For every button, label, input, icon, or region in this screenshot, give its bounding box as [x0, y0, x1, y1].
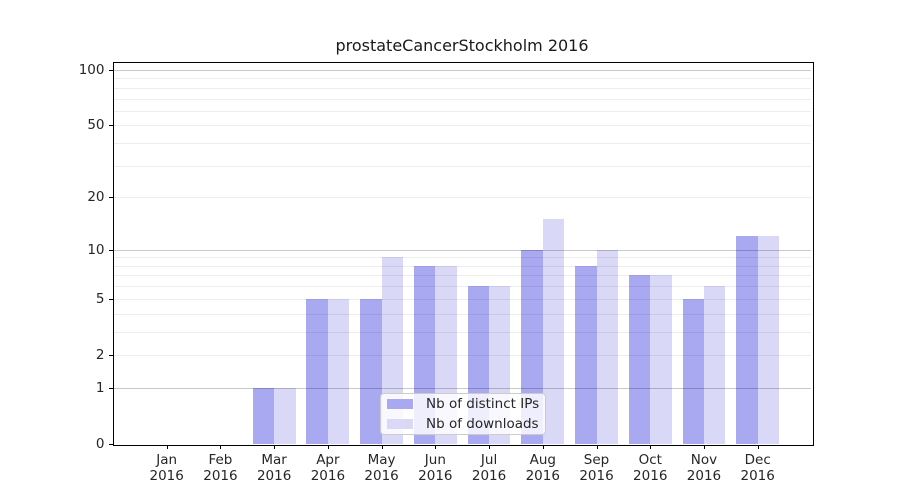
y-tick-label: 1 [95, 379, 105, 396]
gridline-y-80 [113, 87, 811, 89]
gridline-y-6 [113, 286, 811, 288]
x-tick-label: Nov 2016 [686, 452, 722, 484]
y-tick-label: 50 [87, 117, 105, 134]
bar-downloads-dec [757, 236, 780, 444]
x-tick-label: Feb 2016 [203, 452, 238, 484]
x-tick [435, 445, 437, 449]
x-tick [542, 445, 544, 449]
bar-downloads-apr [327, 298, 350, 444]
y-tick-label: 0 [95, 436, 105, 452]
y-tick-label: 20 [87, 189, 105, 206]
bar-distinct-ips-dec [736, 236, 758, 444]
gridline-y-50 [113, 125, 811, 127]
gridline-y-7 [113, 275, 811, 277]
gridline-y-10 [113, 249, 811, 251]
y-tick [108, 298, 113, 300]
x-tick [220, 445, 222, 449]
legend-swatch-distinct-ips-icon [387, 399, 413, 410]
bar-distinct-ips-may [360, 298, 382, 444]
gridline-y-30 [113, 165, 811, 167]
gridline-y-3 [113, 331, 811, 333]
gridline-y-4 [113, 313, 811, 315]
gridline-y-100 [113, 70, 811, 71]
x-tick-label: Dec 2016 [740, 452, 775, 484]
chart-title: prostateCancerStockholm 2016 [335, 36, 589, 55]
y-tick [108, 387, 113, 389]
x-tick-label: May 2016 [364, 452, 399, 484]
y-tick [108, 249, 113, 251]
x-tick [489, 445, 491, 449]
gridline-y-2 [113, 354, 811, 356]
gridline-y-8 [113, 265, 811, 267]
y-tick [108, 444, 113, 445]
y-tick-label: 2 [95, 346, 105, 363]
y-tick [108, 125, 113, 127]
x-tick-label: Sep 2016 [579, 452, 614, 484]
bar-distinct-ips-nov [682, 298, 704, 444]
gridline-y-1 [113, 387, 811, 389]
legend-label-downloads: Nb of downloads [426, 415, 539, 432]
gridline-y-20 [113, 197, 811, 199]
legend-item-distinct-ips: Nb of distinct IPs [387, 396, 539, 413]
x-tick-label: Jul 2016 [471, 452, 507, 484]
y-tick-label: 100 [78, 62, 105, 78]
y-tick-label: 5 [95, 290, 105, 307]
x-tick [327, 445, 329, 449]
bar-downloads-aug [542, 219, 565, 444]
legend-swatch-downloads-icon [387, 418, 413, 429]
x-tick [596, 445, 598, 449]
bar-downloads-sep [596, 249, 618, 444]
gridline-y-60 [113, 110, 811, 112]
x-tick [703, 445, 705, 449]
bar-distinct-ips-oct [628, 275, 651, 444]
bar-downloads-oct [650, 275, 672, 444]
x-tick [274, 445, 276, 449]
legend-label-distinct-ips: Nb of distinct IPs [426, 396, 540, 413]
x-tick [166, 445, 168, 449]
gridline-y-9 [113, 257, 811, 259]
x-tick [757, 445, 759, 449]
x-tick-label: Aug 2016 [525, 452, 560, 484]
bar-downloads-nov [703, 286, 726, 444]
y-tick [108, 354, 113, 356]
y-tick-label: 10 [87, 241, 105, 258]
x-tick-label: Jan 2016 [149, 452, 184, 484]
legend-item-downloads: Nb of downloads [387, 416, 539, 433]
bar-distinct-ips-apr [306, 298, 328, 444]
x-tick-label: Mar 2016 [256, 452, 292, 484]
x-tick-label: Jun 2016 [418, 452, 453, 484]
x-tick-label: Apr 2016 [310, 452, 346, 484]
bar-downloads-mar [274, 387, 296, 444]
x-tick [381, 445, 383, 449]
y-tick [108, 70, 113, 71]
bar-distinct-ips-mar [252, 387, 275, 444]
legend: Nb of distinct IPs Nb of downloads [380, 393, 546, 435]
bar-distinct-ips-sep [575, 265, 597, 444]
x-tick [650, 445, 652, 449]
gridline-y-90 [113, 78, 811, 80]
y-tick [108, 197, 113, 199]
x-tick-label: Oct 2016 [633, 452, 668, 484]
gridline-y-70 [113, 98, 811, 100]
gridline-y-5 [113, 298, 811, 300]
gridline-y-40 [113, 143, 811, 145]
